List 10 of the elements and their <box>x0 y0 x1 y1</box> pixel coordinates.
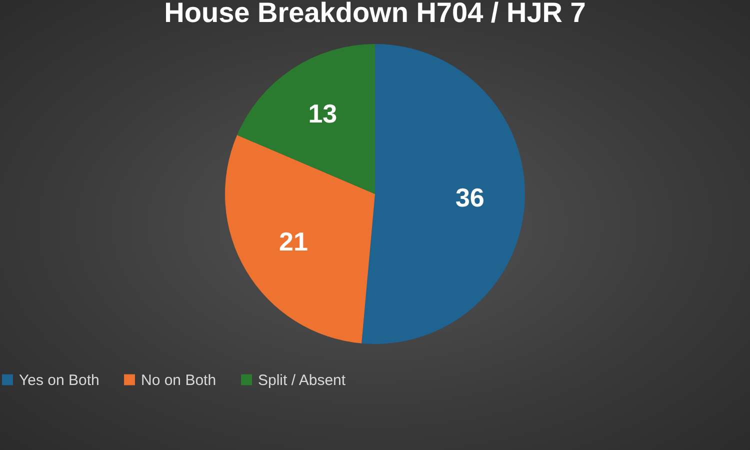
pie-slice <box>225 135 375 344</box>
pie-slice <box>362 44 525 344</box>
data-label: 36 <box>455 182 484 212</box>
chart-title: House Breakdown H704 / HJR 7 <box>164 0 586 28</box>
pie-slice <box>237 44 375 194</box>
legend-label: Split / Absent <box>258 372 346 389</box>
data-label: 13 <box>308 98 338 129</box>
legend-label: Yes on Both <box>19 372 100 389</box>
data-label: 21 <box>278 226 308 257</box>
legend-label: No on Both <box>141 372 216 389</box>
